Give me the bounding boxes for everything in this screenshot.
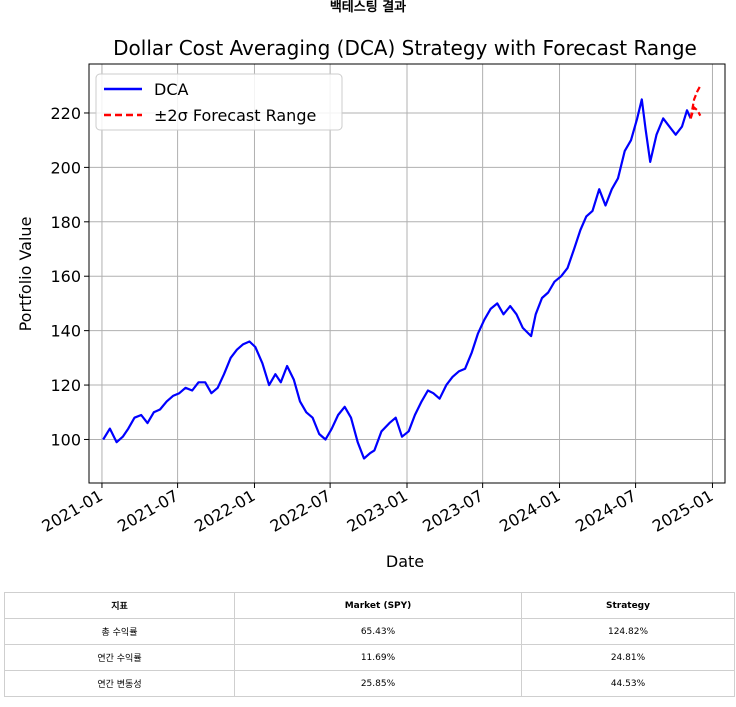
metric-cell: 연간 수익률 <box>4 644 235 671</box>
market-cell: 11.69% <box>234 644 522 671</box>
legend-label-forecast: ±2σ Forecast Range <box>154 106 316 125</box>
x-tick-label: 2025-01 <box>649 486 716 536</box>
x-tick-label: 2023-07 <box>419 486 486 536</box>
x-tick-label: 2021-01 <box>39 486 106 536</box>
y-tick-label: 140 <box>50 322 81 341</box>
x-tick-label: 2024-01 <box>496 486 563 536</box>
strategy-cell: 24.81% <box>521 644 735 671</box>
x-tick-label: 2022-07 <box>267 486 334 536</box>
plot-frame <box>88 63 726 484</box>
market-cell: 25.85% <box>234 670 522 697</box>
legend-box <box>95 73 343 131</box>
market-cell: 65.43% <box>234 618 522 645</box>
y-tick-label: 100 <box>50 430 81 449</box>
x-tick-label: 2021-07 <box>114 486 181 536</box>
page-heading: 백테스팅 결과 <box>329 0 407 15</box>
results-table: 지표 Market (SPY) Strategy 총 수익률 65.43% 12… <box>4 592 735 697</box>
dca-chart: Dollar Cost Averaging (DCA) Strategy wit… <box>16 36 726 571</box>
chart-title: Dollar Cost Averaging (DCA) Strategy wit… <box>113 36 697 60</box>
metric-cell: 연간 변동성 <box>4 670 235 697</box>
y-tick-label: 220 <box>50 104 81 123</box>
x-axis-label: Date <box>386 552 424 571</box>
y-tick-label: 180 <box>50 213 81 232</box>
chart-legend: DCA ±2σ Forecast Range <box>95 73 343 131</box>
table-row: 연간 수익률 11.69% 24.81% <box>4 644 735 671</box>
series-layer <box>102 85 702 460</box>
forecast-lower-line <box>689 105 702 119</box>
y-tick-label: 160 <box>50 267 81 286</box>
strategy-cell: 44.53% <box>521 670 735 697</box>
legend-label-dca: DCA <box>154 80 188 99</box>
y-tick-label: 120 <box>50 376 81 395</box>
forecast-upper-line <box>689 85 702 119</box>
strategy-cell: 124.82% <box>521 618 735 645</box>
header-market: Market (SPY) <box>234 592 522 619</box>
table-row: 연간 변동성 25.85% 44.53% <box>4 670 735 697</box>
tick-layer: 2021-01 2021-07 2022-01 2022-07 2023-01 2023-… <box>39 104 717 536</box>
metric-cell: 총 수익률 <box>4 618 235 645</box>
y-tick-label: 200 <box>50 158 81 177</box>
y-axis-label: Portfolio Value <box>16 217 35 332</box>
table-header-row: 지표 Market (SPY) Strategy <box>4 592 735 619</box>
header-metric: 지표 <box>4 592 235 619</box>
x-tick-label: 2024-07 <box>572 486 639 536</box>
x-tick-label: 2023-01 <box>344 486 411 536</box>
dca-series-line <box>102 98 692 460</box>
header-strategy: Strategy <box>521 592 735 619</box>
x-tick-label: 2022-01 <box>191 486 258 536</box>
table-row: 총 수익률 65.43% 124.82% <box>4 618 735 645</box>
